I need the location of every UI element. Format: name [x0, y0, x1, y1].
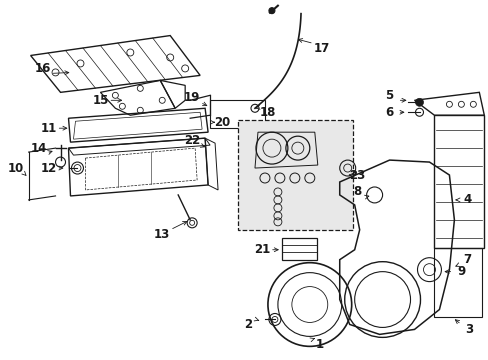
Circle shape [415, 98, 423, 106]
Bar [433, 248, 481, 318]
Text: 20: 20 [214, 116, 230, 129]
Text: 17: 17 [313, 42, 329, 55]
Text: 23: 23 [349, 168, 365, 181]
Bar [281, 238, 316, 260]
Text: 15: 15 [92, 94, 108, 107]
Bar [238, 120, 352, 230]
Text: 5: 5 [385, 89, 393, 102]
Text: 4: 4 [462, 193, 470, 206]
Text: 8: 8 [353, 185, 361, 198]
Text: 18: 18 [259, 106, 276, 119]
Text: 11: 11 [41, 122, 57, 135]
Text: 1: 1 [315, 338, 323, 351]
Text: 19: 19 [183, 91, 200, 104]
Text: 2: 2 [244, 318, 251, 331]
Text: 12: 12 [41, 162, 57, 175]
Text: 3: 3 [465, 323, 472, 336]
Text: 10: 10 [7, 162, 24, 175]
Bar [210, 100, 264, 128]
Text: 22: 22 [183, 134, 200, 147]
Text: 21: 21 [253, 243, 269, 256]
Text: 9: 9 [456, 265, 465, 278]
Text: 13: 13 [154, 228, 170, 241]
Text: 6: 6 [385, 106, 393, 119]
Circle shape [268, 8, 274, 14]
Text: 16: 16 [34, 62, 51, 75]
Text: 7: 7 [462, 253, 470, 266]
Text: 14: 14 [30, 141, 47, 155]
